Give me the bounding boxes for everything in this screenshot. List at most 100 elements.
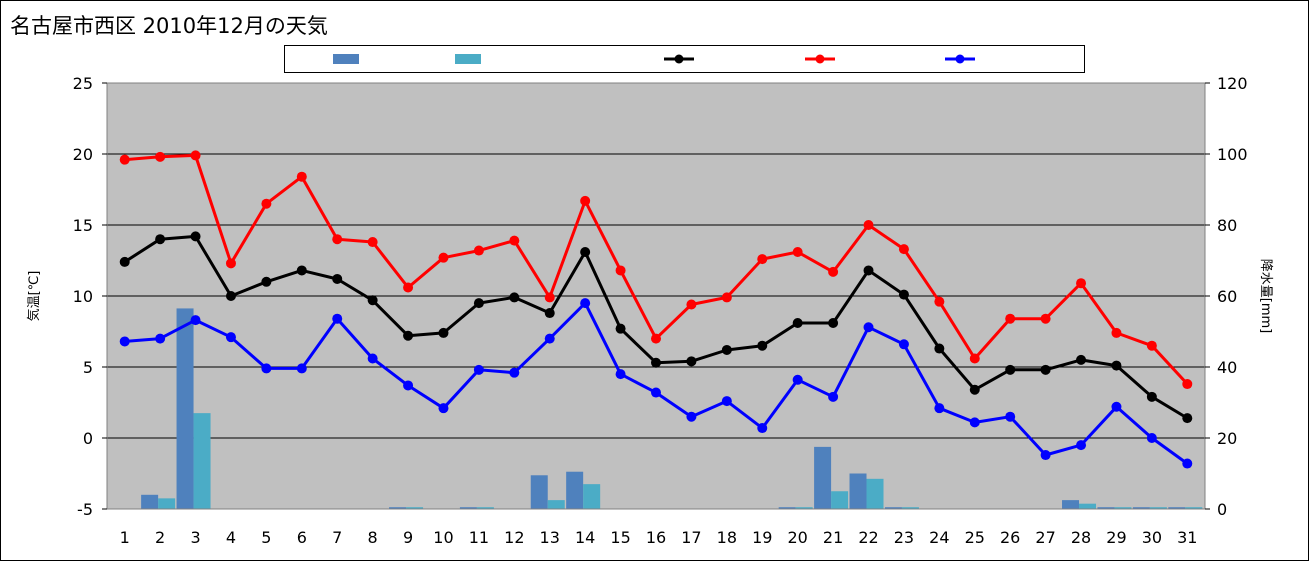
x-tick-label-10: 10 — [433, 528, 453, 547]
point-avg-5 — [261, 276, 272, 287]
right-axis-ticks: 120 100 80 60 40 20 0 — [1205, 74, 1248, 519]
point-min-11 — [473, 364, 484, 375]
x-tick-label-17: 17 — [681, 528, 701, 547]
legend-swatch-marker-min — [955, 54, 965, 64]
x-tick-label-16: 16 — [646, 528, 666, 547]
point-min-25 — [969, 417, 980, 428]
bar-precip-30 — [1132, 507, 1150, 509]
bar-max-hourly-29 — [1114, 507, 1132, 509]
point-max-7 — [332, 234, 343, 245]
point-max-10 — [438, 252, 449, 263]
legend-swatch-precip — [333, 54, 359, 64]
point-avg-14 — [580, 246, 591, 257]
bar-precip-13 — [530, 475, 548, 509]
point-min-12 — [509, 367, 520, 378]
point-avg-21 — [828, 317, 839, 328]
left-tick-label: 25 — [73, 74, 93, 93]
x-tick-label-21: 21 — [823, 528, 843, 547]
point-min-20 — [792, 374, 803, 385]
line-layer — [119, 150, 1193, 469]
point-max-6 — [296, 171, 307, 182]
point-avg-15 — [615, 323, 626, 334]
x-tick-label-4: 4 — [226, 528, 236, 547]
point-min-29 — [1111, 401, 1122, 412]
point-max-9 — [403, 282, 414, 293]
x-tick-label-23: 23 — [894, 528, 914, 547]
x-tick-label-12: 12 — [504, 528, 524, 547]
bar-precip-14 — [566, 471, 584, 509]
left-tick-label: -5 — [77, 500, 93, 519]
point-max-14 — [580, 195, 591, 206]
point-max-17 — [686, 299, 697, 310]
point-min-26 — [1005, 411, 1016, 422]
bar-max-hourly-11 — [476, 507, 494, 509]
point-max-11 — [473, 245, 484, 256]
bar-precip-11 — [459, 507, 477, 509]
point-min-27 — [1040, 450, 1051, 461]
bar-precip-3 — [176, 308, 194, 509]
point-min-16 — [651, 387, 661, 398]
point-min-5 — [261, 363, 272, 374]
bar-max-hourly-20 — [795, 507, 813, 509]
point-min-3 — [190, 315, 201, 326]
grid-lines — [107, 153, 1205, 439]
point-max-12 — [509, 235, 520, 246]
point-min-4 — [225, 332, 236, 343]
point-min-31 — [1182, 458, 1193, 469]
point-avg-12 — [509, 292, 520, 303]
point-min-18 — [721, 396, 732, 407]
y-left-label: 気温[℃] — [26, 271, 42, 322]
point-max-23 — [898, 244, 909, 255]
bar-precip-2 — [141, 494, 159, 509]
right-tick-label: 80 — [1217, 216, 1237, 235]
bar-precip-31 — [1168, 507, 1186, 509]
x-tick-label-25: 25 — [965, 528, 985, 547]
point-min-1 — [119, 336, 130, 347]
point-max-19 — [757, 254, 768, 265]
point-avg-17 — [686, 356, 697, 367]
right-tick-label: 120 — [1217, 74, 1248, 93]
left-tick-label: 20 — [73, 145, 93, 164]
bar-max-hourly-13 — [547, 500, 565, 509]
bar-layer — [141, 308, 1203, 509]
point-avg-18 — [721, 344, 732, 355]
point-avg-29 — [1111, 360, 1122, 371]
legend-swatch-max-hourly — [455, 54, 481, 64]
bar-max-hourly-30 — [1149, 507, 1167, 509]
right-tick-label: 20 — [1217, 429, 1237, 448]
point-min-28 — [1076, 440, 1087, 451]
point-avg-16 — [651, 357, 661, 368]
x-tick-label-20: 20 — [787, 528, 807, 547]
point-avg-27 — [1040, 364, 1051, 375]
point-avg-8 — [367, 295, 378, 306]
point-avg-1 — [119, 256, 130, 267]
point-min-14 — [580, 298, 591, 309]
point-max-18 — [721, 292, 732, 303]
point-max-28 — [1076, 278, 1087, 289]
x-tick-label-9: 9 — [403, 528, 413, 547]
point-max-4 — [225, 258, 236, 269]
right-tick-label: 0 — [1217, 500, 1227, 519]
point-avg-3 — [190, 231, 201, 242]
left-tick-label: 10 — [73, 287, 93, 306]
point-min-2 — [155, 333, 166, 344]
point-max-2 — [155, 151, 166, 162]
x-tick-label-13: 13 — [540, 528, 560, 547]
bar-precip-22 — [849, 473, 867, 509]
left-tick-label: 15 — [73, 216, 93, 235]
bar-precip-20 — [778, 507, 796, 509]
point-max-31 — [1182, 379, 1193, 390]
point-avg-20 — [792, 317, 803, 328]
point-avg-23 — [898, 289, 909, 300]
x-tick-label-7: 7 — [332, 528, 342, 547]
x-tick-label-5: 5 — [261, 528, 271, 547]
x-tick-label-18: 18 — [717, 528, 737, 547]
point-min-21 — [828, 391, 839, 402]
x-tick-label-24: 24 — [929, 528, 949, 547]
point-min-7 — [332, 313, 343, 324]
bar-max-hourly-14 — [583, 484, 601, 509]
point-min-24 — [934, 403, 945, 414]
point-max-26 — [1005, 313, 1016, 324]
x-tick-label-22: 22 — [858, 528, 878, 547]
